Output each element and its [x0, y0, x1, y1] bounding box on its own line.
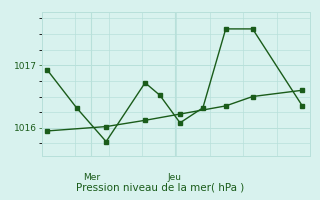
Text: Mer: Mer	[83, 173, 100, 182]
Text: Pression niveau de la mer( hPa ): Pression niveau de la mer( hPa )	[76, 182, 244, 192]
Text: Jeu: Jeu	[168, 173, 182, 182]
